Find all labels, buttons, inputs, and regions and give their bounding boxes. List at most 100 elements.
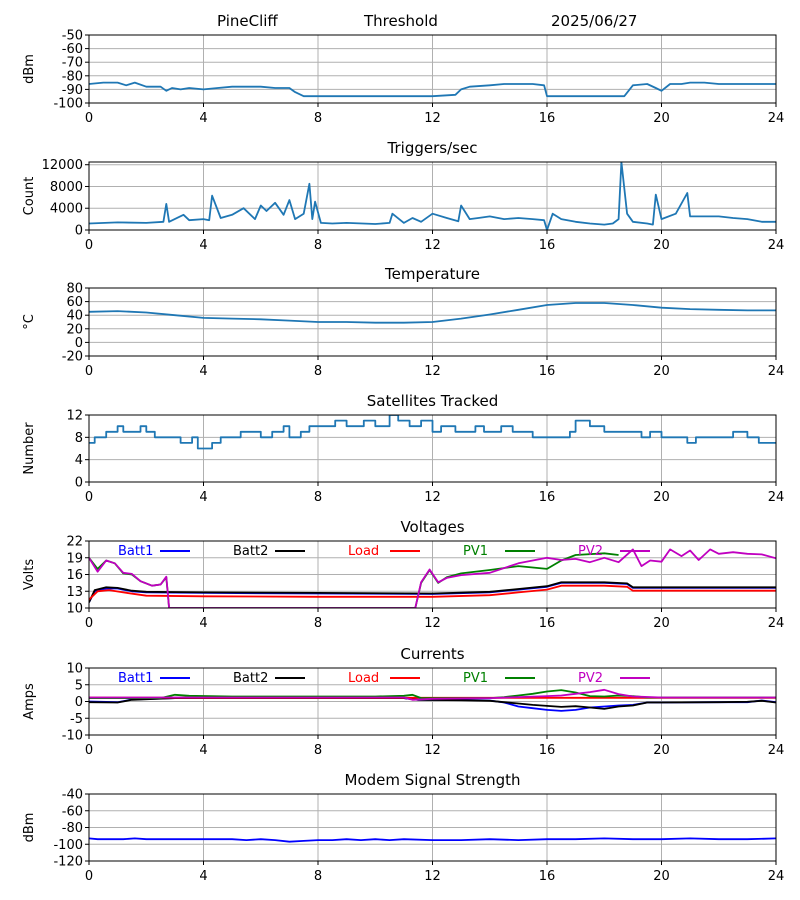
x-tick-label: 0	[85, 238, 93, 253]
x-tick-label: 16	[539, 743, 556, 758]
x-tick-label: 24	[768, 490, 785, 505]
y-tick-label: 13	[66, 585, 83, 600]
y-tick-label: 0	[75, 695, 83, 710]
chart-title: Temperature	[384, 265, 480, 283]
x-tick-label: 0	[85, 364, 93, 379]
y-tick-label: -120	[53, 855, 83, 870]
x-tick-label: 8	[314, 490, 322, 505]
y-axis-label: Number	[22, 422, 37, 475]
y-axis-label: Volts	[22, 559, 37, 591]
panel-satellites: 0 4 8 12 16 20 24 0 4 8 12 Satellites Tracked Number	[22, 392, 784, 505]
y-tick-label: 19	[66, 551, 83, 566]
y-tick-label: -5	[70, 712, 83, 727]
legend-label-batt2: Batt2	[233, 544, 268, 559]
y-tick-label: 12	[66, 409, 83, 424]
y-tick-label: 0	[75, 224, 83, 239]
x-tick-label: 0	[85, 490, 93, 505]
x-tick-label: 4	[199, 869, 207, 884]
y-tick-label: 8000	[50, 180, 83, 195]
y-tick-label: -80	[62, 69, 83, 84]
y-tick-label: -10	[62, 729, 83, 744]
x-tick-label: 4	[199, 364, 207, 379]
x-tick-label: 0	[85, 743, 93, 758]
y-tick-label: 12000	[42, 158, 83, 173]
legend-label-load: Load	[348, 544, 379, 559]
series-line-triggers	[89, 162, 776, 230]
y-tick-label: -20	[62, 350, 83, 365]
y-tick-label: -60	[62, 42, 83, 57]
x-tick-label: 12	[424, 111, 441, 126]
x-tick-label: 4	[199, 616, 207, 631]
series-line-modem	[89, 837, 776, 843]
y-axis-label: dBm	[22, 813, 37, 843]
x-tick-label: 8	[314, 743, 322, 758]
y-axis-label: dBm	[22, 54, 37, 84]
header-row: PineCliff Threshold 2025/06/27	[0, 10, 800, 34]
x-tick-label: 8	[314, 364, 322, 379]
x-tick-label: 12	[424, 869, 441, 884]
y-tick-label: 0	[75, 336, 83, 351]
y-tick-label: -40	[62, 788, 83, 803]
y-tick-label: -80	[62, 821, 83, 836]
x-tick-label: 0	[85, 111, 93, 126]
panel-currents: 0 4 8 12 16 20 24 -10 -5 0 510 Currents Amps Batt1 Bat…	[22, 645, 784, 758]
chart-title: Satellites Tracked	[367, 392, 498, 410]
y-axis-label: °C	[22, 314, 37, 330]
x-tick-label: 20	[653, 364, 670, 379]
x-tick-label: 16	[539, 111, 556, 126]
y-tick-label: 22	[66, 535, 83, 550]
series-line-pv2	[89, 688, 776, 701]
y-tick-label: -70	[62, 56, 83, 71]
legend-label-pv1: PV1	[463, 544, 488, 559]
mode-label: Threshold	[364, 12, 438, 30]
x-tick-label: 16	[539, 616, 556, 631]
legend-label-batt2: Batt2	[233, 671, 268, 686]
y-tick-label: 20	[66, 322, 83, 337]
legend-label-pv1: PV1	[463, 671, 488, 686]
x-tick-label: 8	[314, 111, 322, 126]
legend-label-pv2: PV2	[578, 671, 603, 686]
chart-title: Currents	[400, 645, 464, 663]
x-tick-label: 0	[85, 616, 93, 631]
series-line-pv2	[89, 548, 776, 608]
station-name: PineCliff	[217, 12, 278, 30]
x-tick-label: 20	[653, 869, 670, 884]
x-tick-label: 8	[314, 238, 322, 253]
panel-triggers: 0 4 8 12 16 20 24 0 4000 8000 12000 Triggers/sec Cou…	[22, 139, 784, 253]
y-axis-label: Count	[22, 177, 37, 216]
y-tick-label: 0	[75, 476, 83, 491]
x-tick-label: 16	[539, 490, 556, 505]
x-tick-label: 24	[768, 869, 785, 884]
x-tick-label: 8	[314, 869, 322, 884]
y-tick-label: 10	[66, 602, 83, 617]
x-tick-label: 12	[424, 364, 441, 379]
x-tick-label: 20	[653, 238, 670, 253]
y-tick-label: 10	[66, 662, 83, 677]
y-tick-label: 80	[66, 282, 83, 297]
panel-modem: 0 4 8 12 16 20 24 -120 -100 -80 -60-40 Modem Signal…	[22, 771, 784, 884]
chart-title: Voltages	[400, 518, 464, 536]
date-label: 2025/06/27	[551, 12, 638, 30]
y-tick-label: -50	[62, 29, 83, 44]
x-tick-label: 4	[199, 490, 207, 505]
legend-label-batt1: Batt1	[118, 671, 153, 686]
series-line-temperature	[89, 302, 776, 324]
y-axis-label: Amps	[22, 683, 37, 720]
chart-title: Modem Signal Strength	[345, 771, 521, 789]
x-tick-label: 24	[768, 238, 785, 253]
y-tick-label: -90	[62, 83, 83, 98]
x-tick-label: 24	[768, 364, 785, 379]
series-line-satellites	[89, 415, 776, 450]
y-tick-label: 40	[66, 309, 83, 324]
y-tick-label: 60	[66, 295, 83, 310]
x-tick-label: 20	[653, 490, 670, 505]
series-line-load	[89, 584, 776, 601]
series-line-batt2	[89, 581, 776, 603]
x-tick-label: 24	[768, 743, 785, 758]
y-tick-label: -60	[62, 804, 83, 819]
series-line-signal	[89, 81, 776, 98]
